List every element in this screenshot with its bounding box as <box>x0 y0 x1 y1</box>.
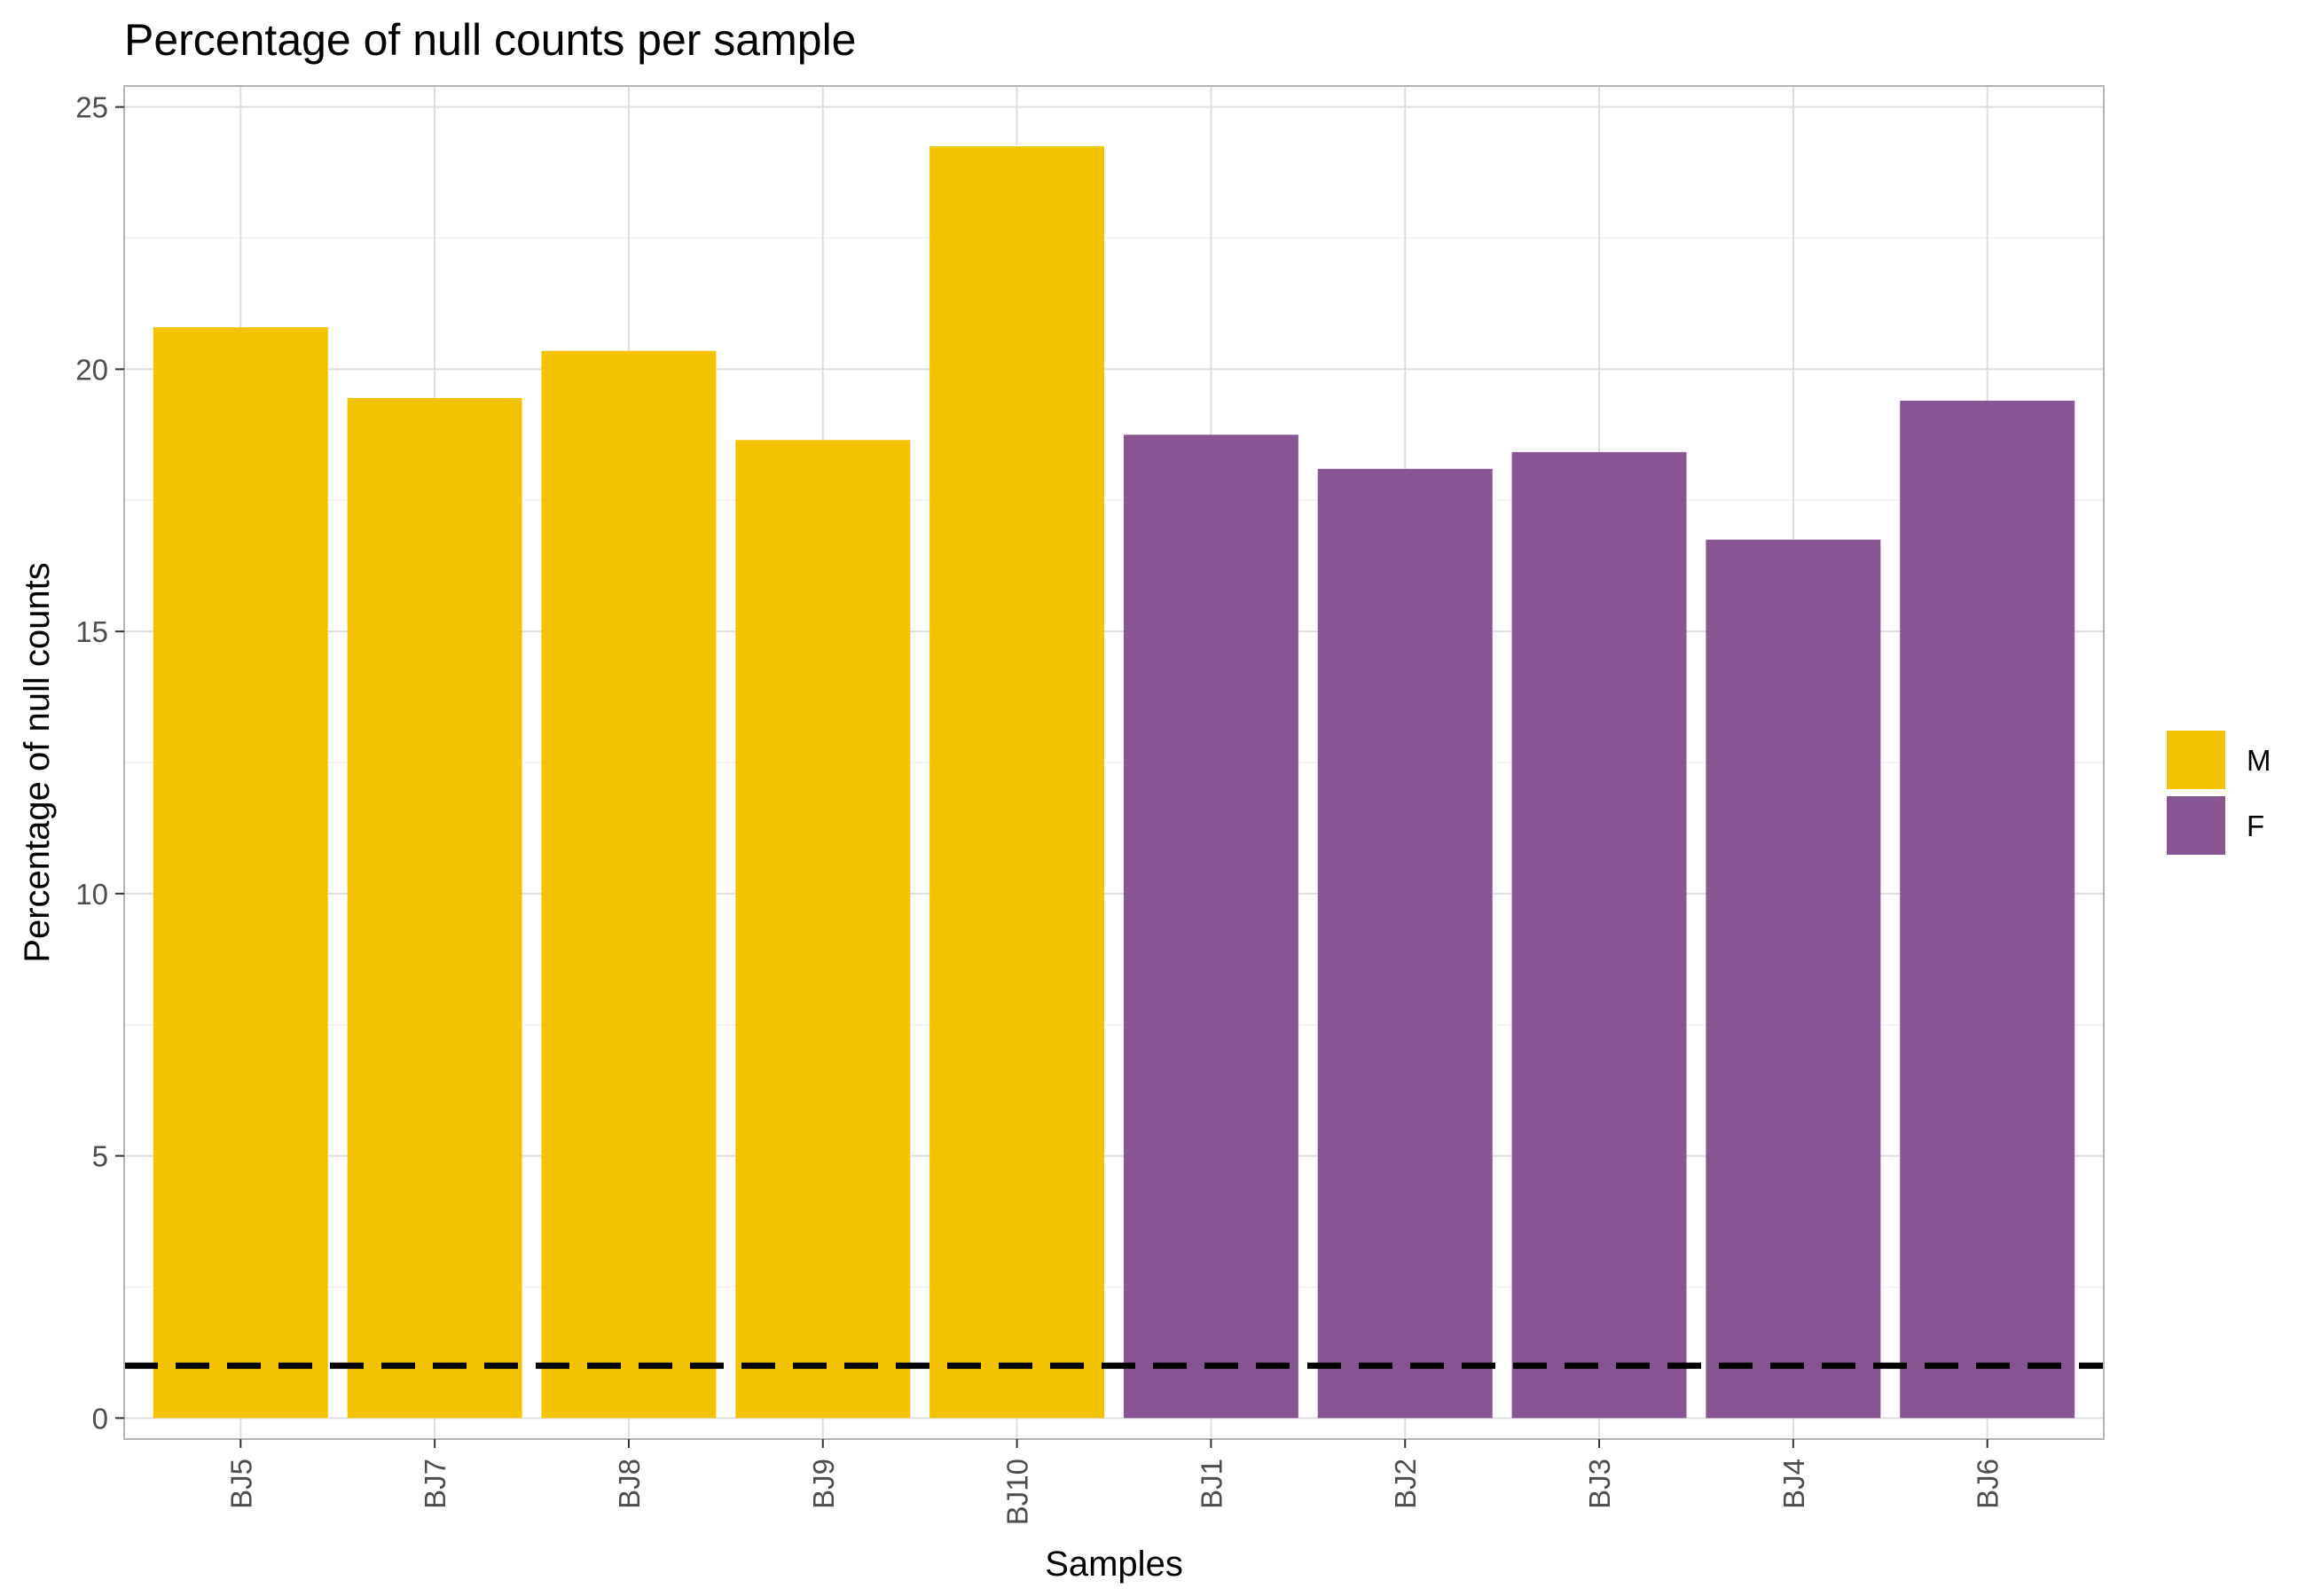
x-tick-label-bj7: BJ7 <box>419 1459 451 1509</box>
x-tick-label-bj1: BJ1 <box>1195 1459 1228 1509</box>
x-axis-label: Samples <box>1045 1545 1183 1584</box>
y-tick-label: 0 <box>92 1402 108 1435</box>
bar-bj5 <box>153 327 328 1419</box>
x-tick-label-bj2: BJ2 <box>1389 1459 1422 1509</box>
bar-bj6 <box>1900 400 2075 1419</box>
y-ticks: 0 5 10 15 20 25 <box>75 91 124 1435</box>
bar-bj2 <box>1317 468 1493 1419</box>
legend-label-f: F <box>2247 810 2264 842</box>
legend: MF <box>2167 731 2271 855</box>
bar-bj8 <box>541 350 717 1419</box>
x-tick-label-bj4: BJ4 <box>1777 1459 1810 1509</box>
y-tick-label: 5 <box>92 1140 108 1173</box>
legend-label-m: M <box>2247 744 2271 777</box>
x-tick-label-bj8: BJ8 <box>613 1459 646 1509</box>
y-tick-label: 25 <box>75 91 108 124</box>
y-tick-label: 20 <box>75 353 108 386</box>
y-axis-label: Percentage of null counts <box>18 562 57 962</box>
x-tick-label-bj9: BJ9 <box>807 1459 840 1509</box>
bar-bj4 <box>1706 539 1881 1419</box>
y-tick-label: 15 <box>75 615 108 648</box>
legend-key-f <box>2167 796 2225 855</box>
x-ticks: BJ5 BJ7 BJ8 BJ9 BJ10 BJ1 BJ2 BJ3 BJ4 BJ6 <box>224 1439 2004 1525</box>
y-tick-label: 10 <box>75 878 108 911</box>
x-tick-label-bj5: BJ5 <box>224 1459 257 1509</box>
bar-bj3 <box>1511 451 1687 1419</box>
x-tick-label-bj6: BJ6 <box>1972 1459 2004 1509</box>
x-tick-label-bj3: BJ3 <box>1583 1459 1616 1509</box>
x-tick-label-bj10: BJ10 <box>1001 1459 1034 1525</box>
chart-title: Percentage of null counts per sample <box>124 15 857 65</box>
bar-bj7 <box>347 397 522 1419</box>
bar-bj9 <box>735 440 911 1419</box>
bars <box>153 146 2075 1419</box>
legend-key-m <box>2167 731 2225 789</box>
bar-bj10 <box>929 146 1105 1419</box>
bar-bj1 <box>1123 434 1298 1419</box>
panel-border <box>123 85 2105 1440</box>
